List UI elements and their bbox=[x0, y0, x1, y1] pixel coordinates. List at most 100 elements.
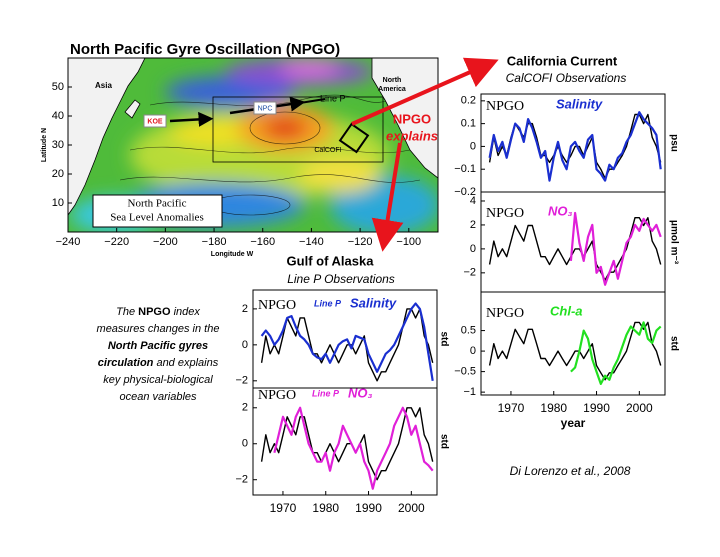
map bbox=[68, 58, 438, 232]
legend-label: Chl-a bbox=[550, 303, 583, 318]
text: and explains bbox=[153, 357, 218, 369]
panel-subtitle: Line P Observations bbox=[287, 272, 395, 286]
panel-title: California Current bbox=[507, 53, 618, 68]
y-tick-label: 0 bbox=[470, 243, 476, 255]
legend-label: NO₃ bbox=[548, 203, 573, 218]
panel-subtitle: CalCOFI Observations bbox=[506, 71, 627, 85]
description-line: key physical-biological bbox=[103, 374, 213, 386]
map-legend bbox=[92, 194, 223, 228]
x-tick-label: 2000 bbox=[626, 401, 653, 415]
description-line: measures changes in the bbox=[97, 323, 220, 335]
y-tick-label: 10 bbox=[52, 197, 64, 209]
y-tick-label: 20 bbox=[52, 168, 64, 180]
map-label: KOE bbox=[147, 118, 163, 125]
map-label-box bbox=[253, 101, 277, 115]
legend-label: NPGO bbox=[486, 99, 524, 114]
map-label-box bbox=[143, 114, 167, 128]
legend-label: NPGO bbox=[258, 388, 296, 403]
y-axis-label: std bbox=[438, 332, 449, 347]
description: The NPGO index measures changes in the N… bbox=[97, 306, 220, 403]
plot-frame bbox=[480, 291, 666, 396]
annotation: NPGO bbox=[393, 111, 431, 126]
y-tick-label: 0 bbox=[470, 345, 476, 357]
arrow bbox=[351, 57, 499, 126]
y-tick-label: 2 bbox=[242, 303, 248, 315]
y-tick-label: −2 bbox=[463, 267, 476, 279]
legend-label: NPGO bbox=[486, 206, 524, 221]
y-tick-label: 0 bbox=[242, 339, 248, 351]
y-tick-label: −2 bbox=[235, 375, 248, 387]
y-tick-label: 50 bbox=[52, 81, 64, 93]
y-tick-label: −0.5 bbox=[454, 366, 476, 378]
x-tick-label: −100 bbox=[396, 236, 421, 248]
panel-title: Gulf of Alaska bbox=[287, 253, 375, 268]
x-tick-label: −180 bbox=[202, 236, 227, 248]
map-label: North bbox=[383, 77, 402, 84]
x-tick-label: 1980 bbox=[540, 401, 567, 415]
y-tick-label: −0.2 bbox=[454, 186, 476, 198]
map-x-label: Longitude W bbox=[211, 251, 254, 258]
y-tick-label: 40 bbox=[52, 110, 64, 122]
arrow bbox=[371, 142, 404, 252]
map-title: North Pacific Gyre Oscillation (NPGO) bbox=[70, 41, 340, 58]
citation: Di Lorenzo et al., 2008 bbox=[510, 464, 631, 478]
legend-source: Line P bbox=[312, 388, 340, 398]
series-line bbox=[570, 321, 662, 385]
plot-frame bbox=[252, 387, 438, 496]
y-axis-label: std bbox=[438, 434, 449, 449]
map-label: Line P bbox=[320, 93, 346, 103]
text: index bbox=[171, 306, 201, 318]
y-tick-label: −0.1 bbox=[454, 163, 476, 175]
series-line bbox=[273, 406, 434, 490]
legend-label: NPGO bbox=[486, 306, 524, 321]
x-tick-label: −220 bbox=[104, 236, 129, 248]
text: NPGO bbox=[138, 306, 171, 318]
legend-label: Salinity bbox=[350, 295, 397, 310]
map-y-label: Latitude N bbox=[41, 128, 48, 162]
y-tick-label: 2 bbox=[242, 402, 248, 414]
legend-label: NPGO bbox=[258, 298, 296, 313]
map-label: Asia bbox=[95, 81, 112, 90]
series-line bbox=[260, 407, 434, 481]
map-label: America bbox=[378, 86, 406, 93]
description-line: The NPGO index bbox=[116, 306, 200, 318]
x-tick-label: 1990 bbox=[583, 401, 610, 415]
series-line bbox=[569, 211, 662, 286]
x-axis-label: year bbox=[561, 416, 586, 430]
series-line bbox=[260, 302, 434, 381]
text: The bbox=[116, 306, 138, 318]
y-axis-label: std bbox=[668, 336, 679, 351]
map-legend-text: North Pacific bbox=[128, 198, 187, 210]
y-tick-label: −1 bbox=[463, 386, 476, 398]
x-tick-label: 1990 bbox=[355, 501, 382, 515]
x-tick-label: −120 bbox=[348, 236, 373, 248]
y-axis-label: μmol m⁻³ bbox=[668, 220, 679, 265]
y-tick-label: −2 bbox=[235, 474, 248, 486]
series-line bbox=[260, 308, 434, 382]
y-tick-label: 30 bbox=[52, 139, 64, 151]
map-legend-text: Sea Level Anomalies bbox=[110, 212, 203, 224]
y-tick-label: 0 bbox=[242, 438, 248, 450]
x-tick-label: 1970 bbox=[270, 501, 297, 515]
description-line: circulation and explains bbox=[98, 357, 219, 369]
map-label: NPC bbox=[258, 105, 273, 112]
y-tick-label: 0.5 bbox=[461, 324, 476, 336]
y-axis-label: psu bbox=[668, 134, 679, 152]
x-tick-label: −240 bbox=[56, 236, 81, 248]
series-line bbox=[488, 217, 662, 281]
y-tick-label: 2 bbox=[470, 219, 476, 231]
series-line bbox=[488, 321, 662, 381]
legend-label: Salinity bbox=[556, 96, 603, 111]
y-tick-label: 0.2 bbox=[461, 95, 476, 107]
map-label: CalCOFI bbox=[314, 147, 341, 154]
description-line: ocean variables bbox=[119, 391, 197, 403]
text: circulation bbox=[98, 357, 154, 369]
legend-label: NO₃ bbox=[348, 385, 373, 400]
legend-source: Line P bbox=[314, 298, 342, 308]
series-line bbox=[488, 111, 662, 182]
x-tick-label: 1980 bbox=[312, 501, 339, 515]
y-tick-label: 4 bbox=[470, 195, 476, 207]
y-tick-label: 0.1 bbox=[461, 118, 476, 130]
x-tick-label: 2000 bbox=[398, 501, 425, 515]
